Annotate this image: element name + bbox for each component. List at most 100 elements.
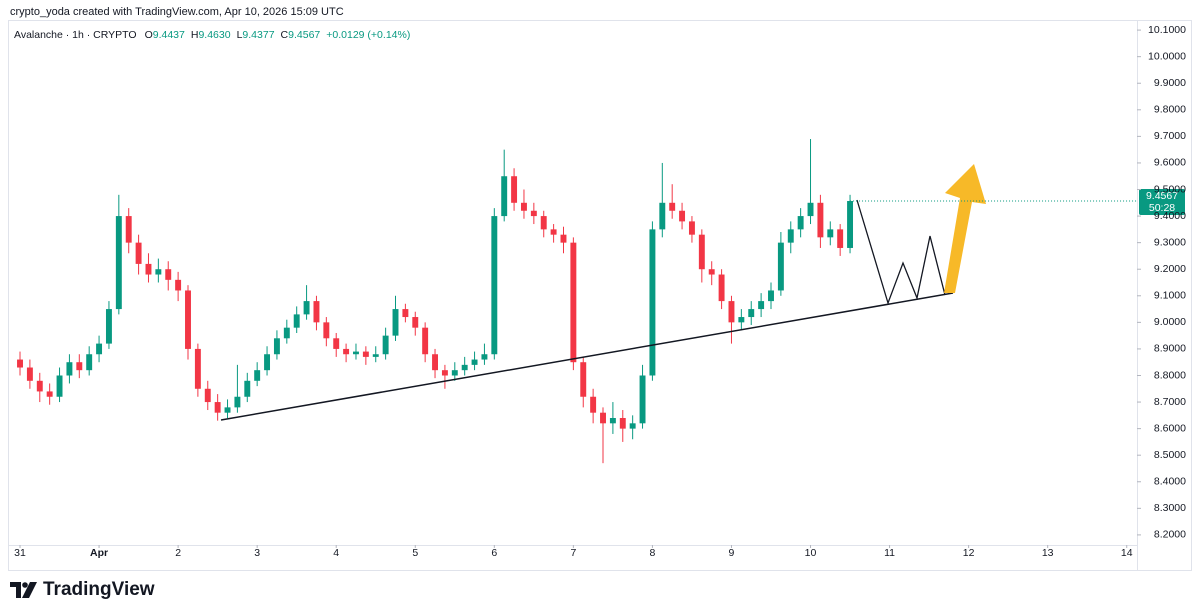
- y-tick-label: 8.3000: [1154, 502, 1186, 514]
- trend-line: [220, 292, 954, 421]
- candle-body: [847, 201, 854, 248]
- x-tick-label: 9: [729, 547, 735, 559]
- x-tick-label: 11: [884, 547, 895, 559]
- legend-key: L: [236, 29, 243, 41]
- candle-body: [659, 202, 666, 230]
- candle-body: [224, 407, 231, 413]
- candle-body: [343, 348, 350, 355]
- candle-body: [560, 234, 567, 243]
- brand-logo: [10, 582, 37, 598]
- countdown-label: 50:28: [1149, 202, 1175, 214]
- x-tick-label: 2: [175, 547, 181, 559]
- candle-body: [353, 351, 359, 355]
- y-tick-label: 8.9000: [1154, 343, 1186, 355]
- y-tick-label: 9.4000: [1154, 210, 1186, 222]
- candle-body: [669, 202, 676, 211]
- candle-body: [115, 216, 122, 310]
- candle-body: [777, 242, 784, 291]
- candle-body: [422, 327, 429, 355]
- candle-body: [471, 359, 478, 365]
- y-tick-label: 9.8000: [1154, 104, 1186, 116]
- candle-body: [570, 242, 577, 363]
- y-tick-label: 8.6000: [1154, 422, 1186, 434]
- y-tick-label: 9.7000: [1154, 130, 1186, 142]
- candle-body: [204, 388, 211, 403]
- candle-body: [105, 309, 112, 344]
- x-tick-label: 3: [254, 547, 260, 559]
- x-tick-label: 8: [649, 547, 655, 559]
- y-tick-label: 9.1000: [1154, 290, 1186, 302]
- candle-body: [323, 322, 330, 339]
- candle-body: [590, 396, 597, 413]
- candle-body: [738, 317, 745, 323]
- candle-body: [155, 269, 162, 275]
- candle-body: [530, 210, 537, 217]
- candle-body: [501, 176, 508, 217]
- candle-body: [264, 354, 271, 371]
- x-tick-label: 7: [570, 547, 576, 559]
- candle-body: [619, 418, 626, 429]
- candle-body: [234, 396, 241, 408]
- candle-body: [86, 354, 93, 371]
- candle-body: [46, 391, 53, 397]
- candle-body: [382, 335, 389, 355]
- candle-body: [580, 362, 587, 397]
- y-tick-label: 9.5000: [1154, 183, 1186, 195]
- candle-body: [688, 221, 695, 235]
- candle-body: [698, 234, 705, 270]
- candle-body: [600, 412, 606, 424]
- candle-body: [66, 362, 73, 376]
- candle-body: [708, 269, 715, 275]
- candle-body: [313, 301, 320, 323]
- candle-body: [362, 351, 369, 357]
- candle-body: [768, 290, 774, 302]
- y-tick-label: 9.6000: [1154, 157, 1186, 169]
- candle-body: [787, 229, 794, 243]
- candle-body: [135, 242, 142, 264]
- x-tick-label: 31: [14, 547, 26, 559]
- candle-body: [165, 269, 172, 280]
- candle-body: [125, 216, 132, 243]
- candle-body: [748, 309, 755, 318]
- y-tick-label: 9.3000: [1154, 236, 1186, 248]
- y-tick-label: 10.1000: [1148, 24, 1186, 36]
- x-tick-label: 10: [805, 547, 817, 559]
- attribution: crypto_yoda created with TradingView.com…: [10, 6, 344, 18]
- y-tick-label: 10.0000: [1148, 50, 1186, 62]
- y-tick-label: 8.7000: [1154, 396, 1186, 408]
- candle-body: [244, 380, 251, 397]
- candle-body: [451, 370, 458, 376]
- candle-body: [76, 362, 83, 371]
- y-tick-label: 8.2000: [1154, 529, 1186, 541]
- x-tick-label: 13: [1042, 547, 1054, 559]
- candle-body: [36, 380, 43, 392]
- projection-path: [856, 199, 946, 306]
- legend-key: H: [190, 29, 199, 41]
- legend-value: 9.4437: [152, 29, 185, 41]
- candle-body: [185, 290, 191, 349]
- candle-body: [629, 423, 636, 429]
- candle-body: [817, 202, 824, 238]
- candle-body: [511, 176, 518, 203]
- candle-body: [175, 279, 182, 291]
- legend-key: O: [144, 29, 153, 41]
- y-tick-label: 8.5000: [1154, 449, 1186, 461]
- x-tick-label: 12: [963, 547, 975, 559]
- plot-area: [17, 139, 854, 464]
- candle-body: [333, 338, 340, 349]
- y-tick-label: 9.9000: [1154, 77, 1186, 89]
- x-tick-label: Apr: [90, 547, 108, 559]
- candle-body: [758, 301, 765, 310]
- x-tick-label: 5: [412, 547, 418, 559]
- x-tick-label: 6: [491, 547, 497, 559]
- candle-body: [649, 229, 656, 376]
- candle-body: [679, 210, 686, 222]
- x-tick-label: 4: [333, 547, 339, 559]
- candle-body: [728, 301, 735, 323]
- candle-body: [26, 367, 33, 381]
- brand: TradingView: [10, 579, 155, 601]
- candle-body: [609, 418, 616, 424]
- x-tick-label: 14: [1121, 547, 1133, 559]
- legend-value: 9.4630: [198, 29, 231, 41]
